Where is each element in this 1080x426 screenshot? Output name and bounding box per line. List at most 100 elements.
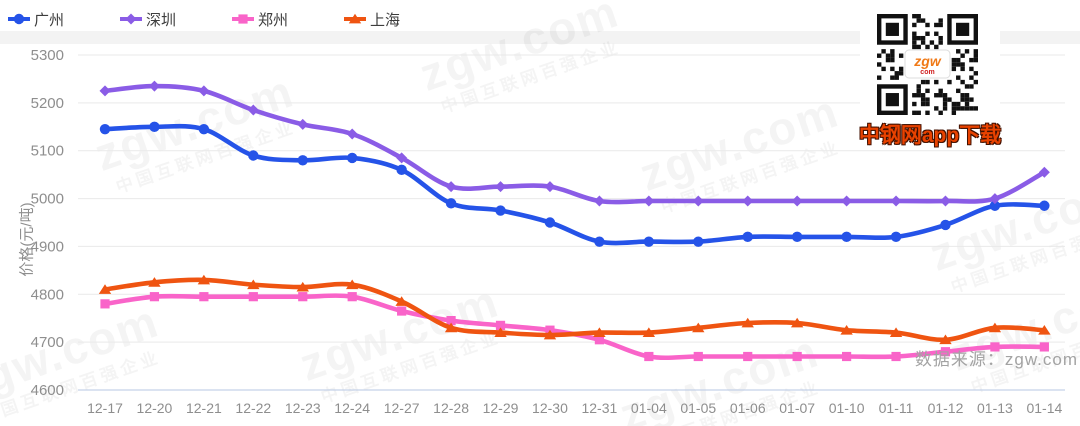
- qr-logo-text: zgw: [913, 53, 942, 69]
- diamond-data-marker: [643, 195, 655, 207]
- qr-finder-pattern: [947, 14, 978, 45]
- qr-module: [920, 35, 926, 41]
- qr-module: [938, 88, 943, 94]
- circle-legend-marker-icon: [8, 13, 30, 25]
- circle-data-marker: [890, 231, 902, 243]
- x-tick-label: 01-07: [779, 400, 815, 416]
- circle-data-marker: [297, 155, 308, 166]
- circle-data-marker: [841, 231, 852, 243]
- series-line-上海[interactable]: [102, 277, 1047, 343]
- circle-data-marker: [495, 205, 506, 216]
- diamond-data-marker: [198, 85, 210, 97]
- y-tick-label: 4600: [31, 382, 64, 399]
- legend-item-郑州[interactable]: 郑州: [232, 9, 288, 30]
- x-tick-label: 12-17: [87, 400, 123, 416]
- square-data-marker: [199, 292, 209, 302]
- square-data-marker: [149, 292, 160, 302]
- qr-module: [916, 84, 921, 89]
- qr-module: [925, 97, 930, 102]
- qr-module: [885, 57, 891, 63]
- x-tick-label: 12-22: [235, 400, 271, 416]
- square-data-marker: [347, 292, 357, 302]
- chart-legend: 广州 深圳 郑州 上海: [8, 8, 456, 30]
- triangle-data-marker: [247, 279, 260, 290]
- qr-module: [956, 75, 961, 80]
- qr-module: [956, 88, 961, 94]
- qr-module: [960, 62, 965, 67]
- x-tick-label: 01-13: [977, 400, 1013, 416]
- legend-item-label: 上海: [370, 11, 401, 29]
- qr-module: [942, 106, 948, 111]
- circle-data-marker: [742, 231, 753, 243]
- qr-module: [925, 101, 930, 107]
- triangle-data-marker: [395, 296, 408, 306]
- qr-module: [973, 79, 978, 85]
- qr-module: [938, 22, 943, 28]
- qr-module: [877, 75, 882, 80]
- qr-module: [920, 101, 926, 107]
- qr-module: [938, 18, 943, 23]
- square-data-marker: [891, 351, 901, 362]
- qr-module: [934, 44, 939, 50]
- qr-module: [951, 101, 957, 107]
- diamond-legend-marker-icon: [120, 13, 143, 25]
- app-download-caption: 中钢网app下载: [858, 124, 1002, 147]
- square-data-marker: [792, 351, 802, 362]
- qr-module: [912, 22, 917, 28]
- qr-finder-pattern: [877, 84, 908, 115]
- x-tick-label: 01-12: [928, 400, 964, 416]
- qr-module: [912, 31, 917, 36]
- circle-data-marker: [544, 217, 556, 228]
- qr-module: [973, 71, 978, 76]
- x-tick-label: 12-28: [433, 400, 469, 416]
- diamond-data-marker: [692, 195, 704, 207]
- x-tick-label: 12-30: [532, 400, 568, 416]
- triangle-data-marker: [494, 327, 507, 337]
- triangle-data-marker: [642, 327, 656, 337]
- qr-module: [912, 101, 917, 107]
- square-data-marker: [495, 320, 506, 330]
- triangle-data-marker: [988, 322, 1002, 333]
- qr-module: [912, 14, 917, 19]
- qr-module: [969, 84, 974, 89]
- triangle-data-marker: [593, 327, 606, 337]
- triangle-data-marker: [346, 279, 359, 290]
- qr-module: [881, 66, 886, 72]
- square-data-marker: [397, 306, 407, 316]
- qr-module: [969, 57, 974, 63]
- qr-module: [916, 18, 921, 23]
- qr-module: [934, 93, 939, 98]
- circle-data-marker: [940, 219, 951, 231]
- legend-item-上海[interactable]: 上海: [344, 9, 400, 30]
- triangle-data-marker: [296, 281, 309, 292]
- data-source-text: 数据来源：zgw.com: [914, 350, 1078, 369]
- qr-module: [973, 106, 978, 111]
- qr-module: [964, 97, 970, 102]
- square-data-marker: [693, 351, 703, 362]
- qr-module: [916, 93, 921, 98]
- legend-item-广州[interactable]: 广州: [8, 9, 64, 30]
- qr-module: [973, 57, 978, 63]
- qr-module: [960, 106, 965, 111]
- circle-data-marker: [693, 236, 704, 247]
- square-data-marker: [248, 292, 258, 302]
- qr-finder-pattern: [877, 14, 908, 45]
- qr-module: [920, 93, 926, 98]
- qr-module: [881, 49, 886, 54]
- qr-module: [916, 44, 921, 50]
- x-tick-label: 01-11: [879, 400, 914, 416]
- legend-item-深圳[interactable]: 深圳: [120, 9, 176, 30]
- square-data-marker: [743, 351, 753, 362]
- qr-module: [894, 71, 899, 76]
- qr-module: [898, 53, 904, 58]
- diamond-data-marker: [742, 195, 754, 207]
- circle-data-marker: [643, 236, 655, 247]
- y-tick-label: 4700: [31, 334, 64, 351]
- qr-module: [912, 93, 917, 98]
- series-line-郑州[interactable]: [102, 293, 1047, 361]
- y-tick-label: 5200: [31, 95, 64, 112]
- circle-data-marker: [791, 231, 803, 243]
- qr-module: [947, 97, 952, 102]
